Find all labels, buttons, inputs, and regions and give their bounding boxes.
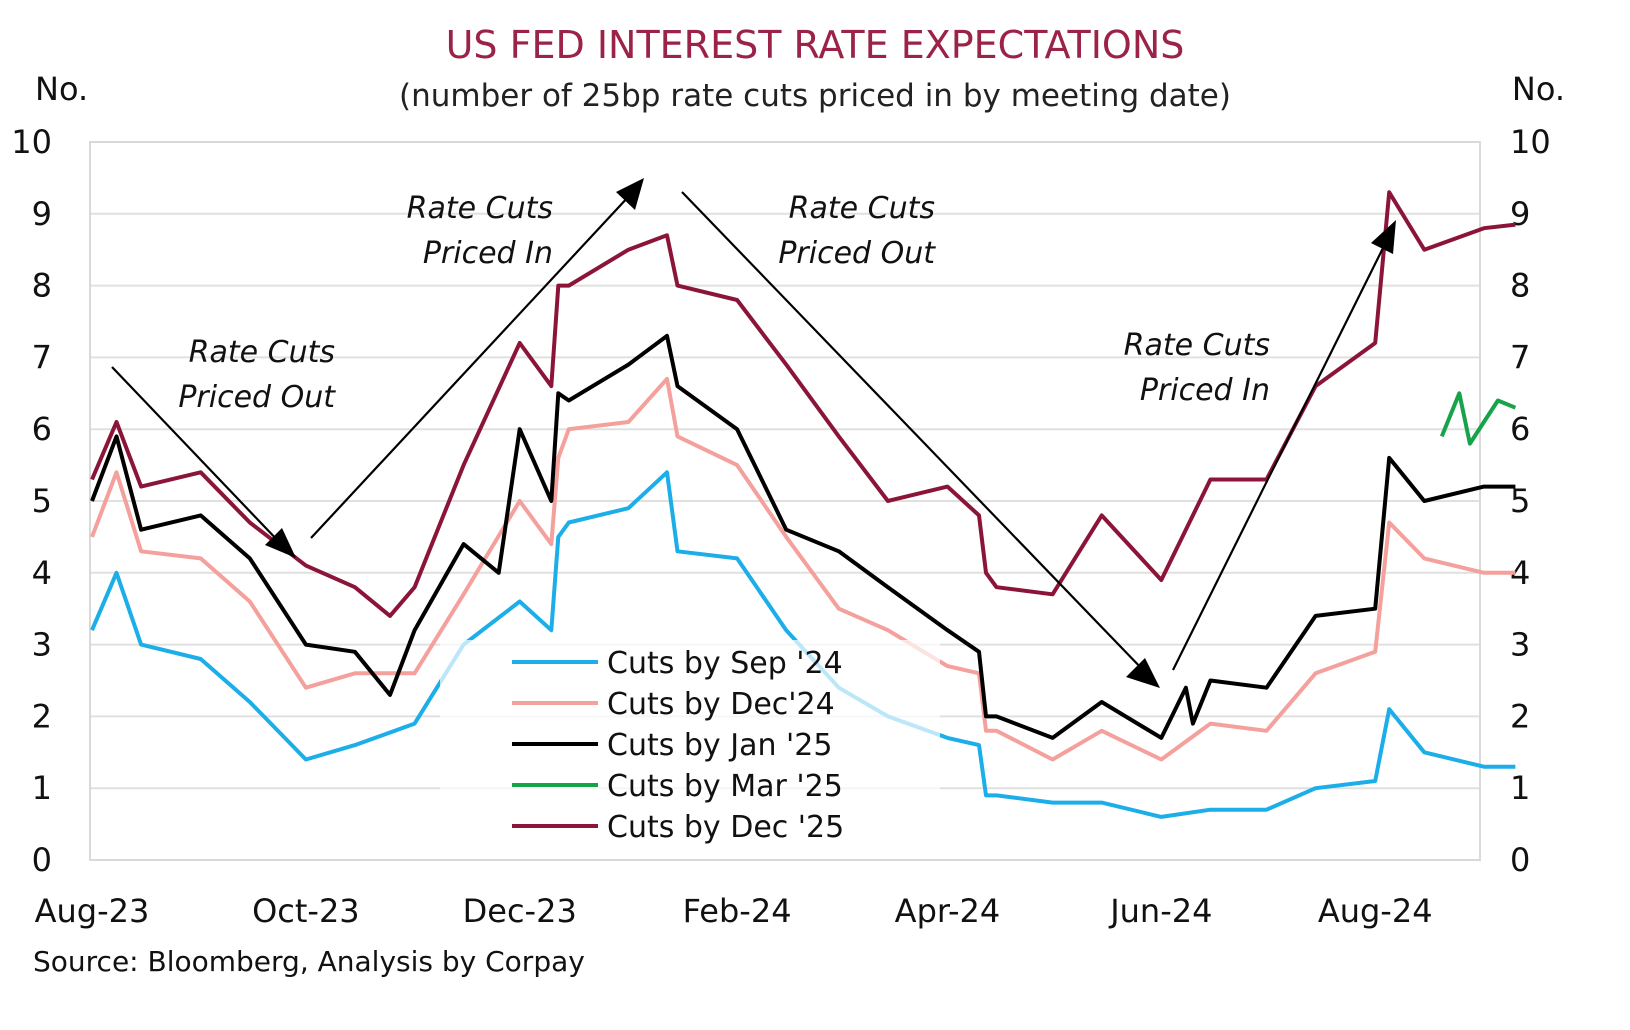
y-tick-label-left: 5: [32, 482, 52, 520]
legend-label: Cuts by Dec'24: [607, 687, 835, 722]
x-tick-label: Apr-24: [895, 892, 1001, 930]
plot-border: [89, 141, 1481, 861]
annotation-text: Rate Cuts: [189, 335, 335, 370]
x-tick-label: Feb-24: [683, 892, 792, 930]
annotation-text: Priced Out: [778, 236, 936, 271]
arrow-head-icon: [265, 528, 296, 558]
annotation-text: Priced In: [1140, 373, 1270, 408]
y-tick-label-left: 3: [32, 626, 52, 664]
legend-label: Cuts by Jan '25: [607, 728, 832, 763]
y-tick-label-left: 10: [11, 123, 52, 161]
x-tick-label: Jun-24: [1108, 892, 1212, 930]
annotation-text: Rate Cuts: [407, 191, 553, 226]
annotation-text: Priced Out: [178, 380, 336, 415]
y-tick-label-right: 4: [1510, 554, 1530, 592]
arrow-head-icon: [1371, 220, 1396, 254]
y-axis-right: 0 1 2 3 4 5 6 7 8 9 10: [1510, 123, 1551, 879]
x-tick-label: Aug-24: [1318, 892, 1433, 930]
series-line-0: [90, 470, 1516, 819]
arrow-down: [681, 191, 1146, 673]
annotation-priced-out-2: Rate Cuts Priced Out: [681, 191, 1160, 688]
y-tick-label-left: 0: [32, 841, 52, 879]
y-tick-label-left: 9: [32, 195, 52, 233]
y-tick-label-right: 3: [1510, 626, 1530, 664]
legend-label: Cuts by Sep '24: [607, 646, 843, 681]
y-tick-label-right: 1: [1510, 769, 1530, 807]
y-tick-label-left: 1: [32, 769, 52, 807]
arrow-down: [111, 366, 283, 546]
arrow-head-icon: [616, 178, 644, 210]
annotation-priced-out-1: Rate Cuts Priced Out: [111, 335, 336, 558]
x-tick-label: Oct-23: [252, 892, 360, 930]
chart-title: US FED INTEREST RATE EXPECTATIONS: [446, 23, 1185, 67]
x-tick-label: Aug-23: [35, 892, 150, 930]
y-tick-label-left: 4: [32, 554, 52, 592]
left-axis-unit: No.: [35, 70, 88, 108]
annotation-text: Priced In: [423, 236, 553, 271]
legend-label: Cuts by Dec '25: [607, 810, 844, 845]
y-axis-left: 0 1 2 3 4 5 6 7 8 9 10: [11, 123, 52, 879]
right-axis-unit: No.: [1512, 70, 1565, 108]
y-tick-label-right: 2: [1510, 697, 1530, 735]
y-tick-label-left: 8: [32, 267, 52, 305]
annotation-priced-in-1: Rate Cuts Priced In: [310, 178, 644, 539]
series-line-1: [90, 376, 1516, 762]
arrow-up: [1172, 239, 1388, 671]
annotation-text: Rate Cuts: [789, 191, 935, 226]
arrow-head-icon: [1126, 658, 1160, 688]
y-tick-label-left: 7: [32, 338, 52, 376]
y-tick-label-right: 7: [1510, 338, 1530, 376]
y-tick-label-right: 5: [1510, 482, 1530, 520]
y-tick-label-left: 2: [32, 697, 52, 735]
x-axis: Aug-23 Oct-23 Dec-23 Feb-24 Apr-24 Jun-24 Aug-…: [35, 892, 1433, 930]
x-tick-label: Dec-23: [463, 892, 577, 930]
legend: Cuts by Sep '24 Cuts by Dec'24 Cuts by Jan…: [440, 640, 940, 850]
y-tick-label-right: 8: [1510, 267, 1530, 305]
y-tick-label-right: 6: [1510, 410, 1530, 448]
series-line-3: [1439, 391, 1517, 446]
y-tick-label-right: 9: [1510, 195, 1530, 233]
legend-label: Cuts by Mar '25: [607, 769, 843, 804]
arrow-up: [310, 194, 631, 539]
chart-subtitle: (number of 25bp rate cuts priced in by m…: [399, 78, 1231, 114]
y-tick-label-right: 0: [1510, 841, 1530, 879]
annotation-priced-in-2: Rate Cuts Priced In: [1124, 220, 1396, 671]
source-note: Source: Bloomberg, Analysis by Corpay: [33, 945, 585, 978]
y-tick-label-left: 6: [32, 410, 52, 448]
y-tick-label-right: 10: [1510, 123, 1551, 161]
annotation-text: Rate Cuts: [1124, 328, 1270, 363]
series-line-2: [90, 333, 1516, 740]
